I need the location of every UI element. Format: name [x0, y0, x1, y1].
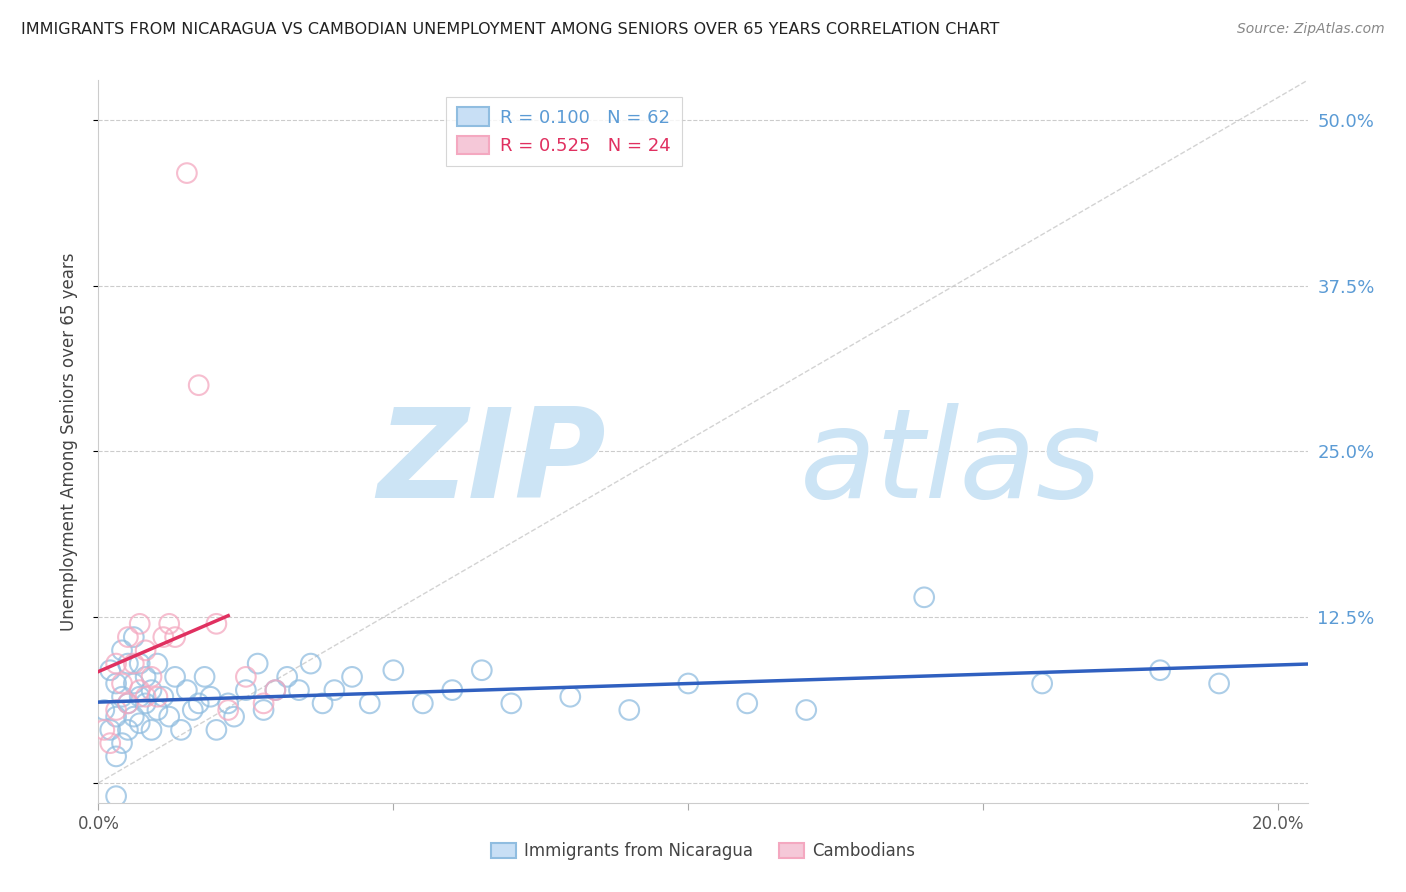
Point: [181, 703, 204, 717]
Text: Source: ZipAtlas.com: Source: ZipAtlas.com: [1237, 22, 1385, 37]
Point: [1208, 676, 1230, 690]
Text: IMMIGRANTS FROM NICARAGUA VS CAMBODIAN UNEMPLOYMENT AMONG SENIORS OVER 65 YEARS : IMMIGRANTS FROM NICARAGUA VS CAMBODIAN U…: [21, 22, 1000, 37]
Point: [471, 663, 494, 677]
Point: [117, 630, 139, 644]
Point: [222, 709, 245, 723]
Point: [111, 736, 134, 750]
Point: [205, 616, 228, 631]
Point: [135, 697, 157, 711]
Point: [157, 709, 180, 723]
Point: [200, 690, 222, 704]
Point: [105, 709, 128, 723]
Point: [288, 683, 311, 698]
Point: [141, 723, 163, 737]
Text: atlas: atlas: [800, 402, 1102, 524]
Point: [157, 616, 180, 631]
Point: [276, 670, 298, 684]
Text: ZIP: ZIP: [378, 402, 606, 524]
Point: [165, 630, 187, 644]
Point: [128, 616, 150, 631]
Point: [117, 697, 139, 711]
Point: [105, 789, 128, 804]
Point: [117, 697, 139, 711]
Legend: Immigrants from Nicaragua, Cambodians: Immigrants from Nicaragua, Cambodians: [485, 836, 921, 867]
Point: [111, 676, 134, 690]
Point: [122, 630, 145, 644]
Point: [165, 670, 187, 684]
Point: [1031, 676, 1053, 690]
Point: [678, 676, 700, 690]
Point: [252, 703, 274, 717]
Point: [122, 657, 145, 671]
Point: [735, 697, 758, 711]
Point: [264, 683, 287, 698]
Point: [176, 683, 198, 698]
Point: [93, 703, 115, 717]
Point: [146, 657, 169, 671]
Point: [146, 703, 169, 717]
Point: [205, 723, 228, 737]
Point: [98, 736, 121, 750]
Point: [105, 657, 128, 671]
Point: [560, 690, 582, 704]
Point: [170, 723, 193, 737]
Point: [235, 670, 257, 684]
Point: [105, 703, 128, 717]
Point: [359, 697, 381, 711]
Point: [141, 670, 163, 684]
Point: [128, 716, 150, 731]
Point: [235, 683, 257, 698]
Point: [93, 723, 115, 737]
Point: [441, 683, 464, 698]
Point: [619, 703, 641, 717]
Point: [187, 697, 209, 711]
Point: [412, 697, 434, 711]
Point: [98, 723, 121, 737]
Y-axis label: Unemployment Among Seniors over 65 years: Unemployment Among Seniors over 65 years: [59, 252, 77, 631]
Point: [217, 697, 239, 711]
Point: [912, 591, 935, 605]
Point: [98, 663, 121, 677]
Point: [194, 670, 217, 684]
Point: [252, 697, 274, 711]
Point: [117, 723, 139, 737]
Point: [187, 378, 209, 392]
Point: [128, 683, 150, 698]
Point: [246, 657, 269, 671]
Point: [1149, 663, 1171, 677]
Point: [299, 657, 322, 671]
Point: [122, 676, 145, 690]
Point: [122, 709, 145, 723]
Point: [105, 676, 128, 690]
Point: [152, 690, 174, 704]
Point: [128, 690, 150, 704]
Point: [264, 683, 287, 698]
Point: [152, 630, 174, 644]
Point: [340, 670, 363, 684]
Point: [117, 657, 139, 671]
Point: [382, 663, 405, 677]
Point: [323, 683, 346, 698]
Point: [111, 690, 134, 704]
Point: [111, 643, 134, 657]
Point: [146, 690, 169, 704]
Point: [128, 657, 150, 671]
Point: [176, 166, 198, 180]
Point: [794, 703, 817, 717]
Point: [217, 703, 239, 717]
Point: [135, 643, 157, 657]
Point: [105, 749, 128, 764]
Point: [135, 670, 157, 684]
Point: [135, 690, 157, 704]
Point: [501, 697, 523, 711]
Point: [311, 697, 333, 711]
Point: [141, 683, 163, 698]
